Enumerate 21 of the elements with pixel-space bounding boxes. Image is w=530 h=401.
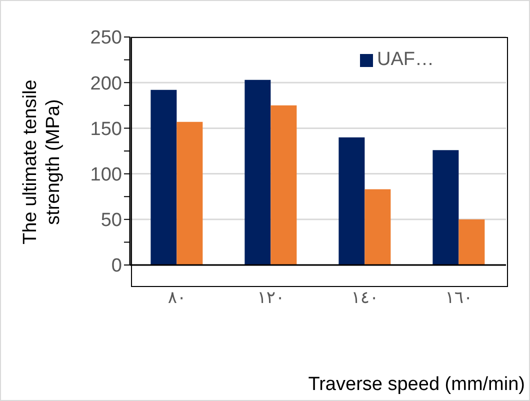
x-tick-label: ٨٠ — [168, 288, 186, 308]
y-tick-label: 200 — [90, 73, 122, 94]
bar — [176, 122, 203, 265]
x-tick-label: ١٢٠ — [257, 288, 285, 308]
y-tick-label: 150 — [90, 118, 122, 140]
x-tick-label: ١٤٠ — [351, 288, 379, 308]
bar — [270, 105, 297, 265]
y-tick-label: 0 — [111, 256, 122, 277]
y-tick-label: 50 — [100, 210, 122, 232]
bar — [364, 189, 391, 265]
y-tick-label: 100 — [90, 164, 122, 186]
x-tick-label: ١٦٠ — [445, 288, 473, 308]
y-tick-label: 250 — [90, 28, 122, 49]
bar — [432, 150, 459, 265]
x-axis-title: Traverse speed (mm/min) — [308, 374, 525, 395]
y-axis-title: The ultimate tensile strength (MPa) — [20, 80, 64, 244]
legend-label: UAF… — [377, 49, 434, 71]
bar — [150, 90, 177, 265]
bar — [458, 219, 485, 265]
bar — [244, 80, 271, 265]
bar — [338, 137, 365, 265]
